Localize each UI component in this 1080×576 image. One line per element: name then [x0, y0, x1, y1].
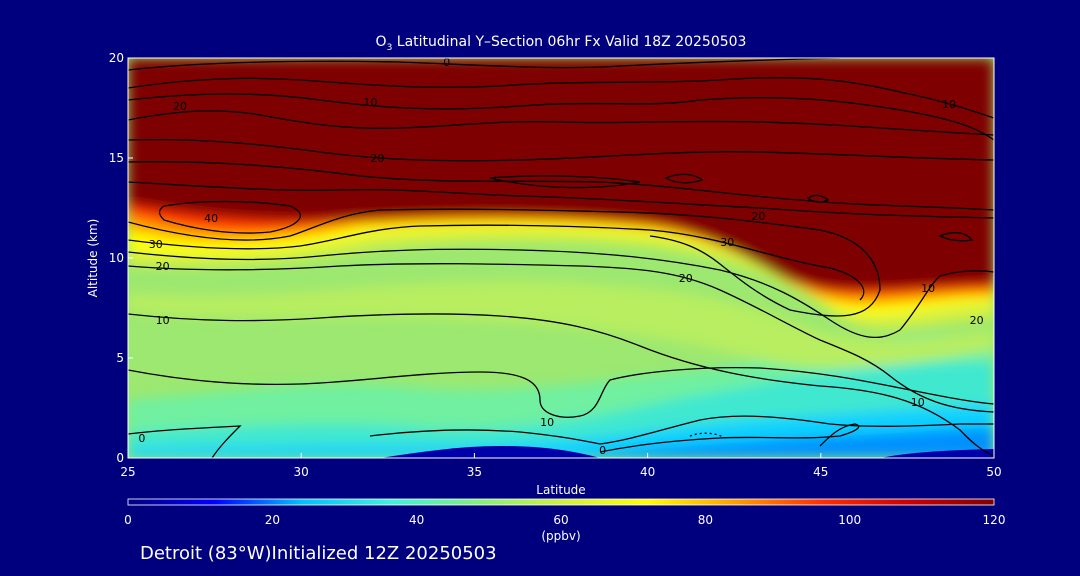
contour-label: 20 — [679, 272, 693, 285]
y-tick-label: 5 — [116, 351, 124, 365]
y-axis-label: Altitude (km) — [86, 219, 100, 298]
x-axis: 25 30 35 40 45 50 — [120, 453, 1002, 479]
y-tick-label: 10 — [109, 251, 124, 265]
contour-labels: 0 10 20 10 20 40 30 20 20 30 20 10 10 0 0 10 20 10 — [138, 56, 984, 457]
contour-label: 20 — [370, 152, 384, 165]
x-tick-label: 50 — [986, 465, 1001, 479]
title-rest: Latitudinal Y–Section 06hr Fx Valid 18Z … — [392, 34, 747, 50]
contour-label: 20 — [156, 260, 170, 273]
contour-lines — [128, 58, 994, 458]
y-tick-label: 0 — [116, 451, 124, 465]
y-tick-label: 15 — [109, 151, 124, 165]
colorbar-tick-label: 60 — [553, 513, 568, 527]
colorbar — [127, 498, 995, 506]
x-tick-label: 35 — [467, 465, 482, 479]
footer-caption: Detroit (83°W)Initialized 12Z 20250503 — [140, 543, 497, 564]
upper-troposphere-band — [128, 281, 994, 369]
contour-label: 10 — [540, 416, 554, 429]
layer-120 — [128, 58, 994, 290]
x-tick-label: 40 — [640, 465, 655, 479]
contour-label: 40 — [204, 212, 218, 225]
contour-label: 0 — [138, 432, 145, 445]
colorbar-unit-label: (ppbv) — [541, 529, 580, 543]
colorbar-ticks: 0 20 40 60 80 100 120 — [124, 513, 1005, 527]
lower-band-4 — [560, 428, 994, 458]
x-axis-label: Latitude — [536, 483, 585, 497]
ozone-field: 0 10 20 10 20 40 30 20 20 30 20 10 10 0 0 10 20 10 — [128, 56, 994, 458]
terrain-shadow-2 — [880, 449, 994, 458]
colorbar-tick-label: 80 — [698, 513, 713, 527]
y-tick-label: 20 — [109, 51, 124, 65]
contour-label: 10 — [911, 396, 925, 409]
title-prefix: O — [375, 34, 387, 50]
contour-label: 10 — [942, 98, 956, 111]
title-subscript: 3 — [386, 42, 393, 53]
contour-label: 10 — [363, 96, 377, 109]
y-axis: 0 5 10 15 20 — [109, 51, 133, 465]
x-tick-label: 30 — [294, 465, 309, 479]
contour-label: 10 — [156, 314, 170, 327]
contour-label: 10 — [921, 282, 935, 295]
x-tick-label: 25 — [120, 465, 135, 479]
terrain-shadow-1 — [380, 446, 600, 458]
contour-label: 0 — [599, 444, 606, 457]
x-tick-label: 45 — [813, 465, 828, 479]
contour-label: 30 — [149, 238, 163, 251]
contour-label: 20 — [173, 100, 187, 113]
contour-label: 20 — [970, 314, 984, 327]
colorbar-tick-label: 120 — [983, 513, 1006, 527]
contour-label: 0 — [443, 56, 450, 69]
colorbar-tick-label: 20 — [265, 513, 280, 527]
colorbar-tick-label: 0 — [124, 513, 132, 527]
contour-label: 20 — [751, 210, 765, 223]
chart-title: O3 Latitudinal Y–Section 06hr Fx Valid 1… — [128, 34, 994, 53]
colorbar-tick-label: 100 — [838, 513, 861, 527]
contour-label: 30 — [720, 236, 734, 249]
colorbar-tick-label: 40 — [409, 513, 424, 527]
